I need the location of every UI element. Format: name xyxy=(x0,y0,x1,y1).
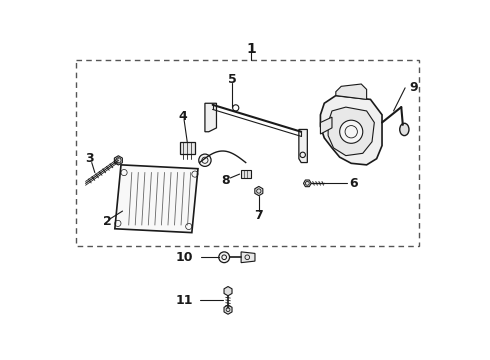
Polygon shape xyxy=(115,165,198,233)
Polygon shape xyxy=(114,156,122,165)
Polygon shape xyxy=(241,252,255,263)
Circle shape xyxy=(340,120,363,143)
Bar xyxy=(179,142,195,154)
Text: 3: 3 xyxy=(85,152,94,165)
Bar xyxy=(241,170,251,178)
Text: 11: 11 xyxy=(176,294,194,307)
Polygon shape xyxy=(320,117,332,134)
Text: 9: 9 xyxy=(409,81,417,94)
Text: 7: 7 xyxy=(254,209,263,222)
Text: 4: 4 xyxy=(178,110,187,123)
Circle shape xyxy=(219,252,229,263)
Polygon shape xyxy=(299,130,307,163)
Circle shape xyxy=(199,154,211,166)
Polygon shape xyxy=(320,95,382,165)
Polygon shape xyxy=(303,180,311,187)
Text: 5: 5 xyxy=(227,73,236,86)
Text: 2: 2 xyxy=(103,215,112,228)
Bar xyxy=(76,60,419,247)
Ellipse shape xyxy=(400,123,409,136)
Polygon shape xyxy=(205,103,217,132)
Text: 1: 1 xyxy=(246,42,256,55)
Text: 6: 6 xyxy=(349,177,358,190)
Text: 8: 8 xyxy=(221,174,230,187)
Polygon shape xyxy=(224,287,232,296)
Polygon shape xyxy=(224,305,232,314)
Text: 10: 10 xyxy=(176,251,194,264)
Polygon shape xyxy=(328,107,374,156)
Polygon shape xyxy=(255,186,263,195)
Polygon shape xyxy=(336,84,367,99)
